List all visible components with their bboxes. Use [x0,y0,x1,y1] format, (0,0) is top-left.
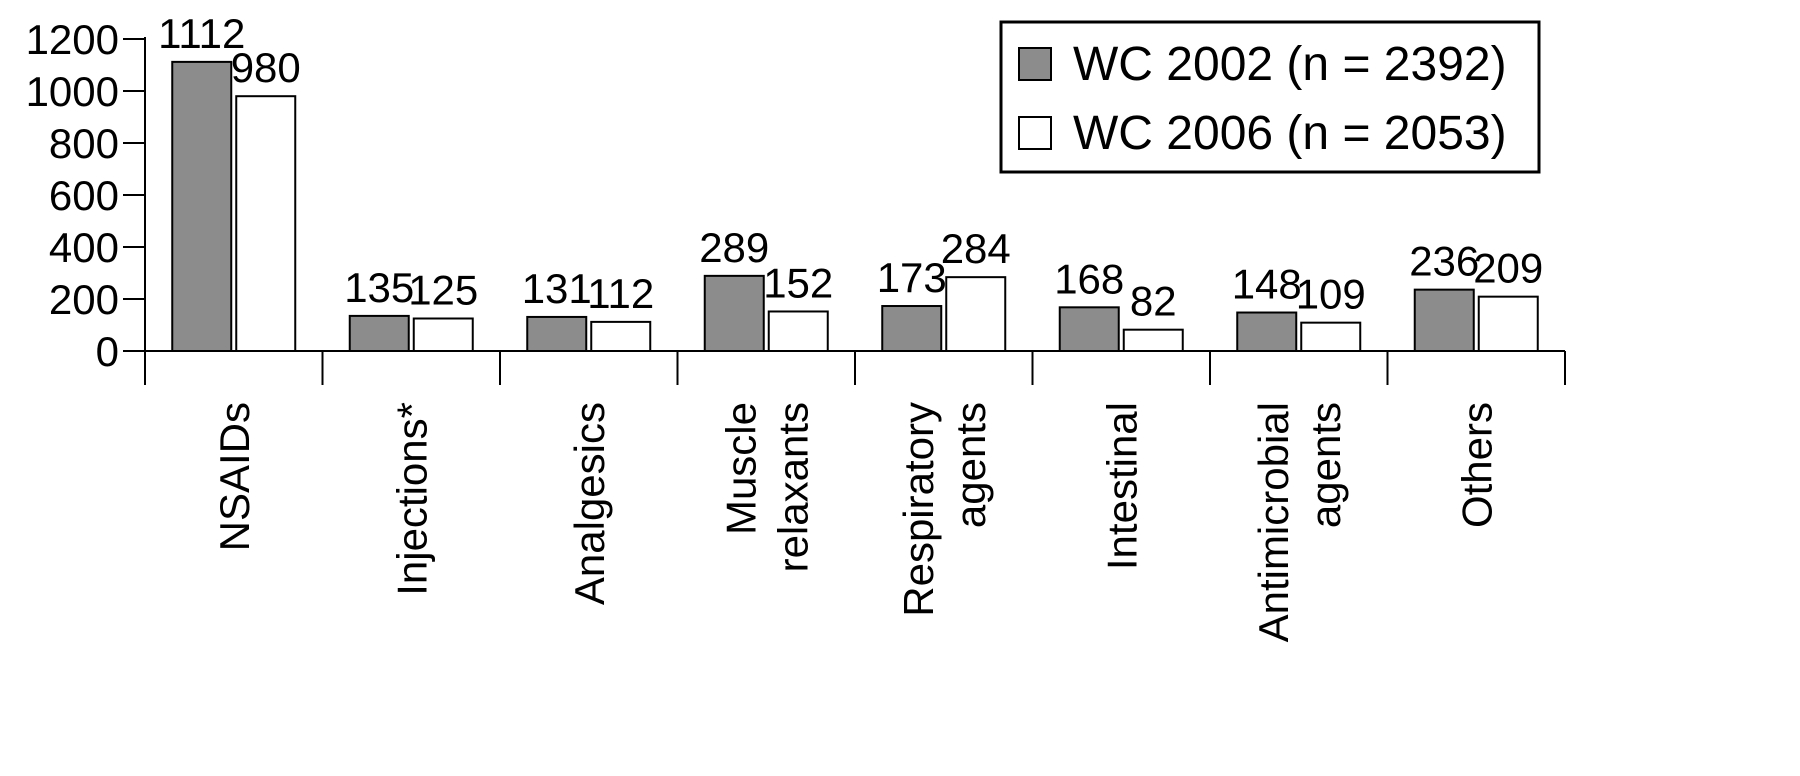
bar-wc-2006 [767,310,829,353]
category-label: Intestinal [1098,402,1145,570]
legend: WC 2002 (n = 2392) WC 2006 (n = 2053) [999,20,1541,174]
category-label-line: Respiratory [895,402,942,617]
bar-wc-2002 [348,314,410,352]
bar-wc-2006 [590,320,652,353]
bar-value-label: 1112 [158,10,245,57]
bar-value-label: 135 [344,264,414,311]
bar-wc-2002 [1058,306,1120,353]
bar-wc-2002 [881,305,943,352]
bar-wc-2006 [235,95,297,352]
bar-value-label: 173 [877,254,947,301]
bar-value-label: 980 [231,44,301,91]
bar-value-label: 82 [1130,278,1177,325]
bar-value-label: 131 [522,265,592,312]
category-label-line: NSAIDs [211,402,258,551]
y-tick-label: 600 [49,172,119,219]
y-tick-label: 200 [49,276,119,323]
legend-label: WC 2002 (n = 2392) [1073,38,1507,91]
bar-wc-2002 [526,315,588,353]
bar-value-label: 289 [699,224,769,271]
bar-wc-2002 [1236,311,1298,352]
bar-wc-2002 [171,60,233,352]
y-tick-label: 1000 [26,68,119,115]
bar-wc-2006 [945,276,1007,352]
bar-value-label: 109 [1296,271,1366,318]
axes: 0 200 400 600 800 1000 1200 [26,16,1566,385]
bar-wc-2002 [1413,288,1475,353]
y-tick-label: 0 [96,328,119,375]
category-label: NSAIDs [211,402,258,551]
bar-value-label: 112 [587,270,654,317]
category-label: Muscle relaxants [717,402,816,572]
category-label-line: Intestinal [1098,402,1145,570]
y-tick-label: 800 [49,120,119,167]
category-label-line: agents [1302,402,1349,528]
category-label-line: relaxants [769,402,816,572]
category-label-line: Muscle [717,402,764,535]
bar-value-label: 284 [941,225,1011,272]
category-label-line: Analgesics [566,402,613,605]
category-label: Respiratory agents [895,402,994,617]
category-label: Antimicrobial agents [1250,402,1349,642]
legend-swatch-wc-2006 [1018,116,1052,150]
bar-value-label: 148 [1232,261,1302,308]
category-label: Injections* [388,402,435,596]
legend-label: WC 2006 (n = 2053) [1073,107,1507,160]
category-label-line: Antimicrobial [1250,402,1297,642]
category-label: Analgesics [566,402,613,605]
bars [171,60,1539,353]
category-label: Others [1453,402,1500,528]
bar-wc-2006 [1300,321,1362,353]
bar-value-label: 209 [1473,245,1543,292]
category-label-line: Injections* [388,402,435,596]
legend-swatch-wc-2002 [1018,47,1052,81]
bar-value-label: 168 [1054,255,1124,302]
y-tick-label: 400 [49,224,119,271]
bar-wc-2006 [1477,295,1539,353]
category-label-line: agents [947,402,994,528]
y-tick-label: 1200 [26,16,119,63]
bar-value-label: 125 [408,267,478,314]
bar-wc-2006 [1122,328,1184,352]
category-label-line: Others [1453,402,1500,528]
bar-value-label: 236 [1409,238,1479,285]
legend-box [999,20,1541,174]
bar-wc-2006 [412,317,474,352]
category-labels: NSAIDs Injections* Analgesics Muscle relaxan… [211,402,1501,642]
bar-wc-2002 [703,274,765,352]
bar-value-label: 152 [763,259,833,306]
